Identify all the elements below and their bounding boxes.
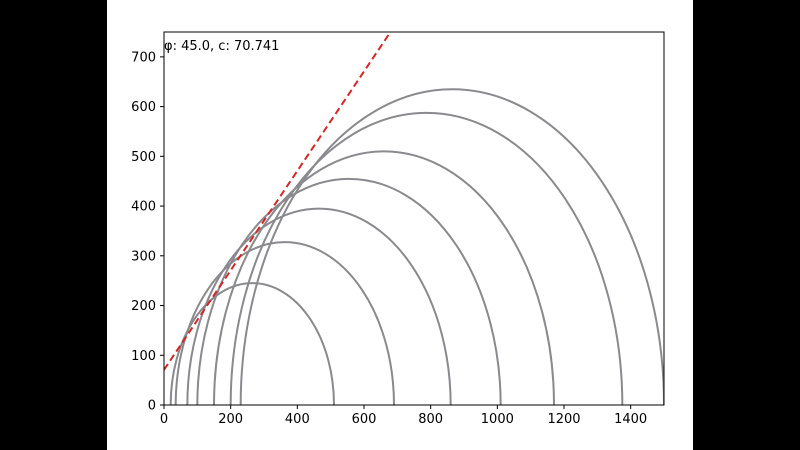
x-tick-label: 1400 — [614, 412, 647, 427]
x-tick-label: 600 — [352, 412, 377, 427]
y-tick-label: 500 — [131, 150, 156, 165]
y-tick-label: 600 — [131, 100, 156, 115]
x-tick-label: 200 — [218, 412, 243, 427]
x-axis: 0 200 400 600 800 1000 1200 1400 — [160, 405, 647, 427]
mohr-circle-chart: 0 200 400 600 800 1000 1200 1400 0 100 200 300 400 5… — [131, 31, 665, 427]
parameter-annotation: φ: 45.0, c: 70.741 — [164, 39, 279, 54]
y-tick-label: 0 — [148, 399, 156, 414]
mohr-circle-5 — [213, 150, 555, 405]
y-tick-label: 700 — [131, 50, 156, 65]
mohr-circles-group — [169, 88, 664, 405]
failure-envelope-line — [164, 32, 392, 371]
mohr-circle-2 — [174, 241, 395, 405]
x-tick-label: 400 — [285, 412, 310, 427]
x-tick-label: 0 — [160, 412, 168, 427]
y-tick-label: 400 — [131, 200, 156, 215]
y-tick-label: 200 — [131, 299, 156, 314]
failure-envelope-group — [164, 32, 392, 371]
mohr-circle-7 — [239, 88, 664, 405]
y-tick-label: 300 — [131, 249, 156, 264]
figure-canvas: 0 200 400 600 800 1000 1200 1400 0 100 200 300 400 5… — [107, 0, 693, 450]
plot-frame — [163, 31, 665, 406]
mohr-circle-6 — [229, 111, 624, 405]
y-axis: 0 100 200 300 400 500 600 700 — [131, 50, 164, 414]
x-tick-label: 800 — [418, 412, 443, 427]
y-tick-label: 100 — [131, 349, 156, 364]
x-tick-label: 1200 — [547, 412, 580, 427]
mohr-circle-4 — [196, 178, 502, 405]
mohr-circle-1 — [169, 282, 335, 405]
x-tick-label: 1000 — [481, 412, 514, 427]
